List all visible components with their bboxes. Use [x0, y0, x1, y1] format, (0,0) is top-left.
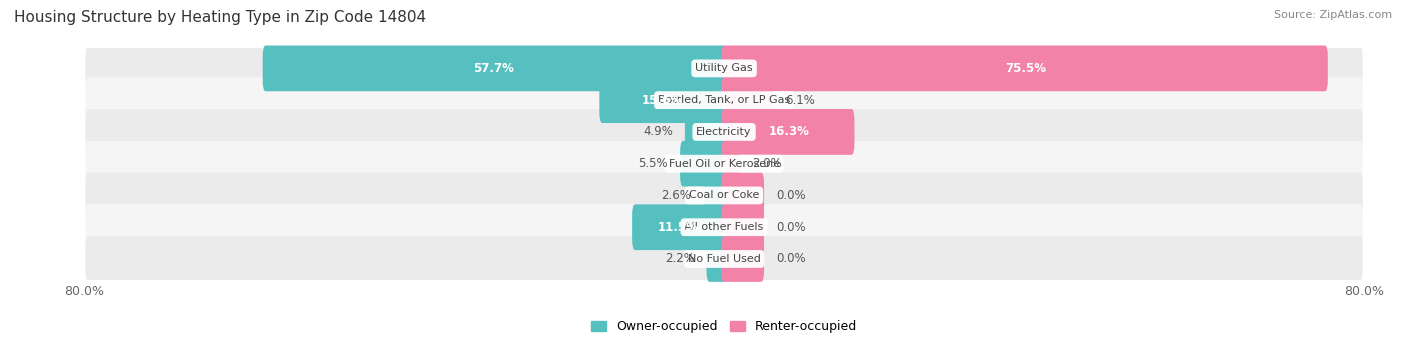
FancyBboxPatch shape [86, 45, 1362, 91]
Text: 4.9%: 4.9% [643, 125, 673, 138]
FancyBboxPatch shape [86, 236, 1362, 282]
FancyBboxPatch shape [633, 204, 727, 250]
FancyBboxPatch shape [721, 141, 740, 187]
FancyBboxPatch shape [86, 173, 1362, 218]
Text: 6.1%: 6.1% [785, 94, 814, 107]
FancyBboxPatch shape [86, 204, 1362, 250]
FancyBboxPatch shape [685, 109, 727, 155]
Text: 57.7%: 57.7% [472, 62, 513, 75]
FancyBboxPatch shape [86, 109, 1362, 155]
Text: 11.5%: 11.5% [658, 221, 699, 234]
FancyBboxPatch shape [703, 173, 727, 218]
Text: Utility Gas: Utility Gas [696, 63, 752, 73]
Text: 2.6%: 2.6% [661, 189, 692, 202]
Text: 0.0%: 0.0% [776, 189, 806, 202]
Legend: Owner-occupied, Renter-occupied: Owner-occupied, Renter-occupied [586, 315, 862, 338]
Text: Source: ZipAtlas.com: Source: ZipAtlas.com [1274, 10, 1392, 20]
Text: Bottled, Tank, or LP Gas: Bottled, Tank, or LP Gas [658, 95, 790, 105]
Text: 0.0%: 0.0% [776, 221, 806, 234]
Text: 2.0%: 2.0% [752, 157, 782, 170]
FancyBboxPatch shape [263, 45, 727, 91]
Text: No Fuel Used: No Fuel Used [688, 254, 761, 264]
Text: 75.5%: 75.5% [1005, 62, 1046, 75]
FancyBboxPatch shape [681, 141, 727, 187]
FancyBboxPatch shape [721, 109, 855, 155]
FancyBboxPatch shape [721, 204, 763, 250]
Text: All other Fuels: All other Fuels [685, 222, 763, 232]
FancyBboxPatch shape [599, 77, 727, 123]
Text: Housing Structure by Heating Type in Zip Code 14804: Housing Structure by Heating Type in Zip… [14, 10, 426, 25]
FancyBboxPatch shape [706, 236, 727, 282]
Text: Fuel Oil or Kerosene: Fuel Oil or Kerosene [668, 159, 780, 169]
FancyBboxPatch shape [86, 77, 1362, 123]
Text: 5.5%: 5.5% [638, 157, 668, 170]
Text: 2.2%: 2.2% [665, 252, 695, 266]
Text: Electricity: Electricity [696, 127, 752, 137]
Text: 15.6%: 15.6% [641, 94, 682, 107]
FancyBboxPatch shape [721, 77, 773, 123]
FancyBboxPatch shape [721, 173, 763, 218]
Text: Coal or Coke: Coal or Coke [689, 190, 759, 201]
Text: 16.3%: 16.3% [769, 125, 810, 138]
FancyBboxPatch shape [721, 236, 763, 282]
Text: 0.0%: 0.0% [776, 252, 806, 266]
FancyBboxPatch shape [721, 45, 1327, 91]
FancyBboxPatch shape [86, 141, 1362, 187]
